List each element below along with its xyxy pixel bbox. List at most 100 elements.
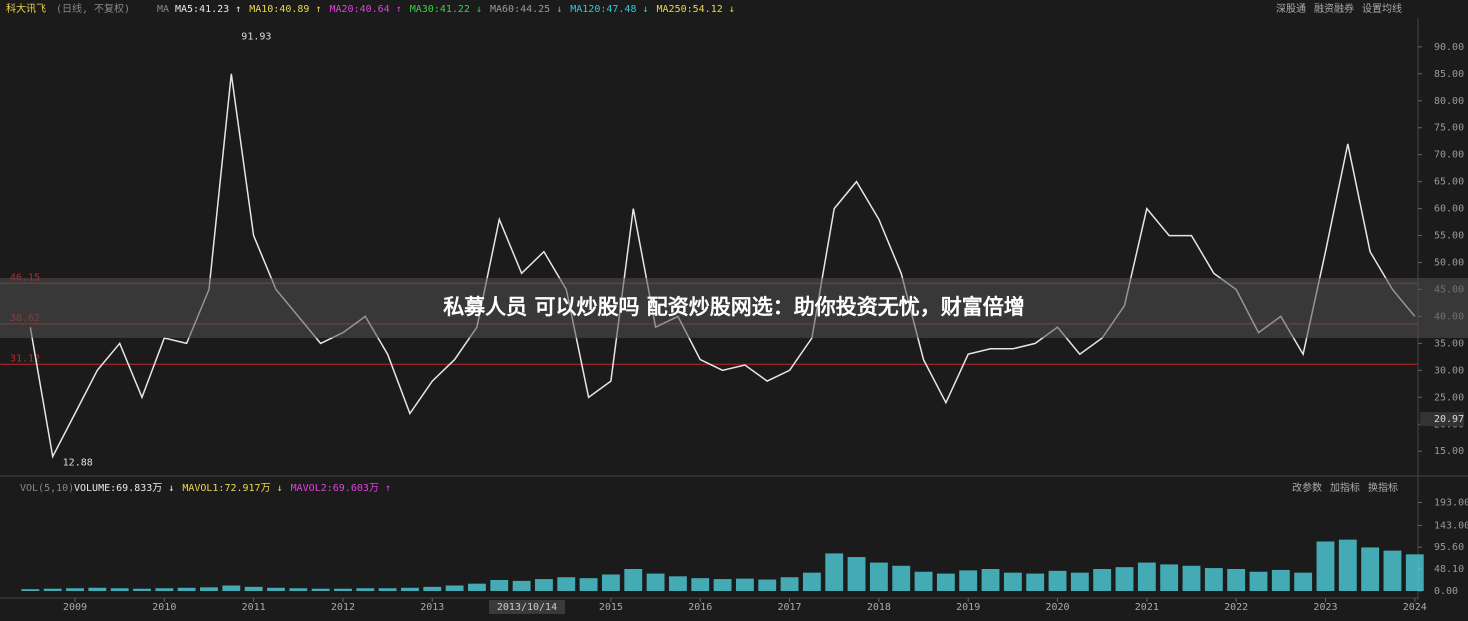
- volume-bar: [267, 587, 285, 591]
- volume-bar: [490, 579, 509, 591]
- y-tick-label: 75.00: [1434, 123, 1464, 134]
- volume-bar: [1204, 568, 1223, 591]
- volume-bar: [802, 572, 821, 591]
- x-tick-label: 2016: [688, 602, 712, 613]
- volume-bar: [914, 571, 933, 591]
- vol-link[interactable]: 加指标: [1330, 481, 1360, 494]
- price-annotation: 91.93: [241, 31, 271, 42]
- volume-bar: [735, 578, 754, 591]
- volume-bar: [1361, 547, 1380, 591]
- volume-bar: [244, 586, 263, 591]
- y-tick-label: 30.00: [1434, 365, 1464, 376]
- volume-bar: [468, 583, 486, 591]
- vol-label: VOL(5,10): [20, 483, 74, 494]
- volume-bar: [423, 586, 442, 591]
- x-tick-label: 2018: [867, 602, 891, 613]
- x-tick-label: 2021: [1135, 602, 1159, 613]
- volume-bar: [1294, 572, 1313, 591]
- banner-band: [0, 278, 1468, 338]
- y-tick-label: 15.00: [1434, 446, 1464, 457]
- price-line-label: 46.15: [10, 272, 40, 283]
- y-tick-label: 35.00: [1434, 338, 1464, 349]
- last-price: 20.97: [1434, 414, 1464, 425]
- mode: (日线, 不复权): [56, 2, 130, 15]
- volume-bar: [601, 574, 620, 591]
- cursor-box: [489, 600, 565, 614]
- volume-bar: [624, 568, 643, 591]
- y-tick-label: 95.60: [1434, 542, 1464, 553]
- volume-bar: [691, 578, 710, 591]
- y-tick-label: 193.00: [1434, 498, 1468, 509]
- volume-bar: [445, 585, 464, 591]
- y-tick-label: 60.00: [1434, 204, 1464, 215]
- y-tick-label: 70.00: [1434, 150, 1464, 161]
- volume-bar: [222, 585, 241, 591]
- y-tick-label: 90.00: [1434, 42, 1464, 53]
- volume-bar: [21, 589, 40, 591]
- volume-bar: [401, 587, 419, 591]
- ma-value: MA60:44.25 ↓: [490, 4, 562, 15]
- x-tick-label: 2009: [63, 602, 87, 613]
- volume-bar: [155, 588, 174, 591]
- ma-value: MA10:40.89 ↑: [249, 4, 321, 15]
- header: 科大讯飞 (日线, 不复权) MA: [6, 2, 169, 15]
- x-tick-label: 2017: [778, 602, 802, 613]
- volume-bar: [959, 570, 978, 591]
- volume-bar: [1003, 572, 1022, 591]
- volume-bar: [1137, 562, 1156, 591]
- volume-bar: [847, 557, 866, 591]
- stock-name: 科大讯飞: [6, 2, 46, 15]
- price-line: [29, 73, 1416, 459]
- volume-bar: [1316, 541, 1335, 591]
- x-tick-label: 2023: [1313, 602, 1337, 613]
- volume-bar: [579, 578, 598, 591]
- vol-link[interactable]: 换指标: [1368, 481, 1398, 494]
- volume-bar: [869, 562, 888, 591]
- volume-bar: [668, 576, 687, 591]
- x-tick-label: 2013: [420, 602, 444, 613]
- y-tick-label: 65.00: [1434, 177, 1464, 188]
- vol-value: MAVOL1:72.917万 ↓: [182, 483, 282, 494]
- price-line-label: 31.12: [10, 353, 40, 364]
- y-tick-label: 85.00: [1434, 69, 1464, 80]
- volume-bar: [1227, 568, 1246, 591]
- last-price-box: [1420, 412, 1464, 427]
- volume-bar: [1070, 572, 1089, 591]
- volume-bar: [981, 568, 1000, 591]
- volume-bar: [88, 587, 107, 591]
- vol-value: MAVOL2:69.603万 ↑: [291, 483, 391, 494]
- volume-bar: [66, 588, 84, 591]
- volume-bar: [1182, 565, 1201, 591]
- ma-value: MA120:47.48 ↓: [570, 4, 648, 15]
- volume-bar: [177, 587, 196, 591]
- volume-bar: [646, 573, 665, 591]
- header-link[interactable]: 设置均线: [1362, 2, 1402, 15]
- volume-bar: [1160, 564, 1179, 591]
- x-tick-label: 2012: [331, 602, 355, 613]
- volume-bar: [512, 580, 531, 591]
- header-link[interactable]: 深股通: [1276, 3, 1306, 15]
- volume-bar: [43, 588, 62, 591]
- vol-link[interactable]: 改参数: [1292, 481, 1322, 494]
- header-link[interactable]: 融资融券: [1314, 2, 1354, 15]
- volume-bar: [200, 587, 218, 591]
- ma-value: MA250:54.12 ↓: [657, 4, 735, 15]
- y-tick-label: 143.00: [1434, 520, 1468, 531]
- volume-bar: [1093, 568, 1112, 591]
- volume-bar: [311, 588, 330, 591]
- volume-bar: [289, 588, 308, 591]
- volume-bar: [1271, 569, 1290, 591]
- volume-bar: [713, 579, 732, 591]
- ma-value: MA5:41.23 ↑: [175, 4, 241, 15]
- volume-bar: [1115, 567, 1134, 591]
- volume-bar: [356, 588, 375, 591]
- volume-bar: [758, 579, 777, 591]
- volume-bar: [1405, 554, 1424, 591]
- ma-value: MA30:41.22 ↓: [410, 4, 482, 15]
- cursor-label: 2013/10/14: [497, 602, 557, 613]
- x-tick-label: 2011: [242, 602, 266, 613]
- volume-bar: [1048, 570, 1067, 591]
- x-tick-label: 2024: [1403, 602, 1427, 613]
